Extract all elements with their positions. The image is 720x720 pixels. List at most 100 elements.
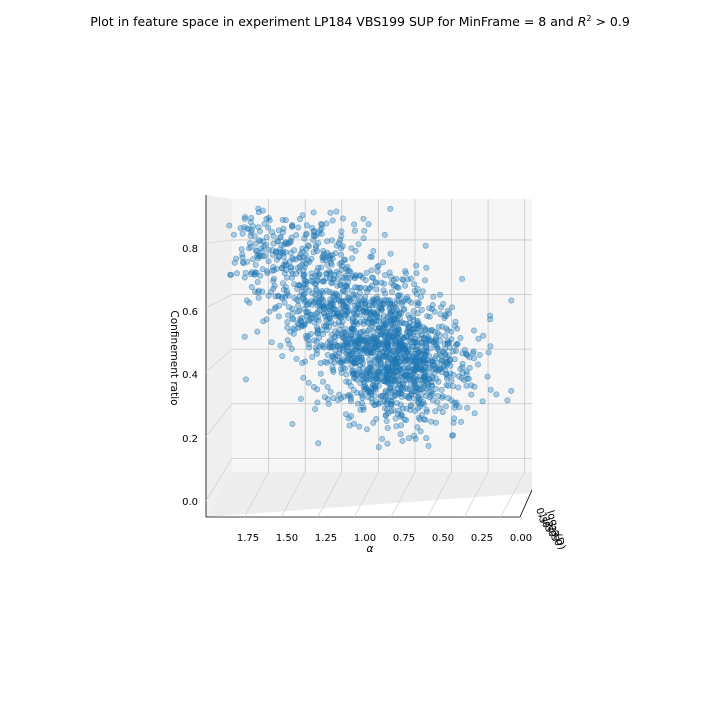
data-point — [255, 294, 262, 301]
data-point — [399, 437, 406, 444]
data-point — [306, 344, 313, 351]
data-point — [363, 367, 370, 374]
data-point — [309, 224, 316, 231]
x-tick-label: 0.50 — [432, 533, 454, 544]
data-point — [455, 384, 462, 391]
data-point — [388, 288, 395, 295]
data-point — [350, 367, 357, 374]
data-point — [326, 288, 333, 295]
data-point — [370, 419, 377, 426]
data-point — [365, 285, 372, 292]
data-point — [342, 272, 349, 279]
data-point — [396, 310, 403, 317]
data-point — [241, 215, 248, 222]
data-point — [268, 339, 275, 346]
data-point — [315, 317, 322, 324]
data-point — [269, 229, 276, 236]
data-point — [295, 302, 302, 309]
data-point — [471, 355, 478, 362]
data-point — [340, 393, 347, 400]
data-point — [420, 399, 427, 406]
data-point — [280, 225, 287, 232]
floor-gridline — [463, 471, 489, 518]
data-point — [317, 360, 324, 367]
data-point — [283, 287, 290, 294]
data-point — [413, 270, 420, 277]
data-point — [293, 355, 300, 362]
data-point — [315, 264, 322, 271]
data-point — [432, 385, 439, 392]
data-point — [368, 333, 375, 340]
data-point — [418, 306, 425, 313]
data-point — [308, 255, 315, 262]
data-point — [394, 284, 401, 291]
data-point — [419, 356, 426, 363]
data-point — [360, 328, 367, 335]
data-point — [411, 281, 418, 288]
data-point — [313, 350, 320, 357]
data-point — [305, 337, 312, 344]
data-point — [457, 418, 464, 425]
data-point — [325, 255, 332, 262]
data-point — [448, 304, 455, 311]
data-point — [426, 388, 433, 395]
data-point — [284, 319, 291, 326]
data-point — [277, 342, 284, 349]
data-point — [353, 376, 360, 383]
data-point — [332, 347, 339, 354]
data-point — [363, 269, 370, 276]
data-point — [347, 382, 354, 389]
data-point — [372, 279, 379, 286]
data-point — [440, 300, 447, 307]
data-point — [285, 312, 292, 319]
data-point — [290, 315, 297, 322]
data-point — [383, 417, 390, 424]
data-point — [257, 272, 264, 279]
data-point — [329, 353, 336, 360]
data-point — [382, 412, 389, 419]
data-point — [247, 218, 254, 225]
data-point — [388, 408, 395, 415]
data-point — [432, 408, 439, 415]
data-point — [436, 404, 443, 411]
data-point — [360, 307, 367, 314]
data-point — [373, 286, 380, 293]
data-point — [433, 352, 440, 359]
data-point — [287, 239, 294, 246]
data-point — [464, 352, 471, 359]
data-point — [459, 364, 466, 371]
data-point — [358, 371, 365, 378]
data-point — [415, 347, 422, 354]
data-point — [355, 241, 362, 248]
data-point — [300, 291, 307, 298]
data-point — [453, 341, 460, 348]
data-point — [484, 373, 491, 380]
data-point — [233, 270, 240, 277]
data-points — [226, 205, 515, 451]
data-point — [305, 287, 312, 294]
data-point — [348, 245, 355, 252]
data-point — [344, 274, 351, 281]
data-point — [259, 247, 266, 254]
x-tick-label: 1.50 — [276, 533, 298, 544]
data-point — [334, 396, 341, 403]
data-point — [407, 406, 414, 413]
data-point — [381, 378, 388, 385]
data-point — [433, 375, 440, 382]
data-point — [337, 359, 344, 366]
data-point — [414, 299, 421, 306]
data-point — [389, 333, 396, 340]
data-point — [375, 324, 382, 331]
data-point — [384, 344, 391, 351]
data-point — [449, 432, 456, 439]
data-point — [387, 384, 394, 391]
data-point — [417, 428, 424, 435]
data-point — [406, 337, 413, 344]
data-point — [402, 417, 409, 424]
data-point — [254, 252, 261, 259]
y-tick-label: 0.4 — [182, 370, 198, 381]
data-point — [252, 240, 259, 247]
data-point — [313, 338, 320, 345]
data-point — [337, 237, 344, 244]
data-point — [485, 349, 492, 356]
